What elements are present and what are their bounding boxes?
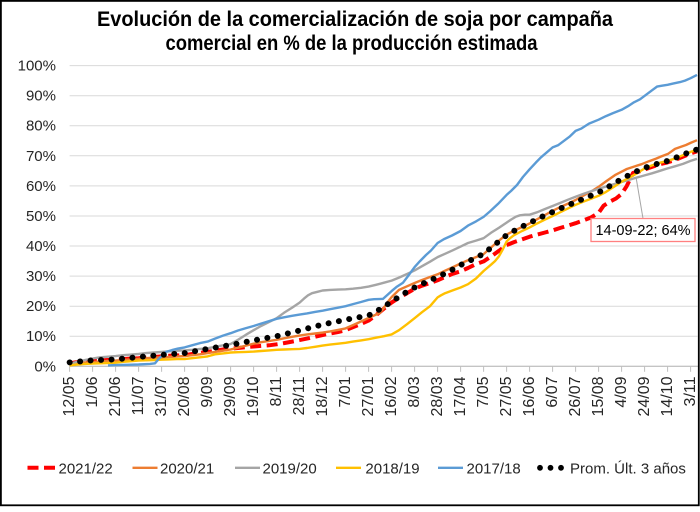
svg-text:0%: 0% xyxy=(34,358,56,375)
svg-text:14-09-22; 64%: 14-09-22; 64% xyxy=(595,223,690,239)
svg-text:27/05: 27/05 xyxy=(498,376,515,416)
svg-text:28/11: 28/11 xyxy=(291,376,308,415)
svg-text:1/06: 1/06 xyxy=(84,376,101,407)
svg-text:28/03: 28/03 xyxy=(429,376,446,416)
svg-text:2020/21: 2020/21 xyxy=(160,460,214,477)
svg-text:26/07: 26/07 xyxy=(567,376,584,416)
svg-text:12/05: 12/05 xyxy=(61,376,78,416)
svg-text:29/09: 29/09 xyxy=(222,376,239,416)
svg-text:30%: 30% xyxy=(26,268,56,285)
svg-text:8/11: 8/11 xyxy=(268,376,285,406)
svg-text:80%: 80% xyxy=(26,118,56,135)
svg-text:50%: 50% xyxy=(26,208,56,225)
svg-text:2021/22: 2021/22 xyxy=(59,460,113,477)
svg-text:20%: 20% xyxy=(26,298,56,315)
svg-text:Evolución de la comercializaci: Evolución de la comercialización de soja… xyxy=(97,8,613,31)
svg-text:90%: 90% xyxy=(26,88,56,105)
svg-text:18/12: 18/12 xyxy=(314,376,331,416)
svg-text:60%: 60% xyxy=(26,178,56,195)
svg-text:Prom. Últ. 3 años: Prom. Últ. 3 años xyxy=(570,460,686,477)
svg-text:2018/19: 2018/19 xyxy=(365,460,419,477)
svg-text:8/03: 8/03 xyxy=(406,376,423,407)
svg-text:27/01: 27/01 xyxy=(360,376,377,416)
svg-text:2017/18: 2017/18 xyxy=(467,460,521,477)
svg-text:comercial en % de la producció: comercial en % de la producción estimada xyxy=(166,32,538,55)
svg-text:40%: 40% xyxy=(26,238,56,255)
svg-text:15/08: 15/08 xyxy=(590,376,607,416)
svg-text:14/10: 14/10 xyxy=(659,376,676,416)
svg-text:6/07: 6/07 xyxy=(544,376,561,407)
svg-text:9/09: 9/09 xyxy=(199,376,216,407)
svg-text:100%: 100% xyxy=(18,58,56,75)
svg-text:3/11: 3/11 xyxy=(682,376,699,406)
svg-text:10%: 10% xyxy=(26,328,56,345)
svg-text:16/06: 16/06 xyxy=(521,376,538,416)
svg-text:7/05: 7/05 xyxy=(475,376,492,407)
svg-text:7/01: 7/01 xyxy=(337,376,354,407)
svg-text:31/07: 31/07 xyxy=(153,376,170,416)
svg-text:19/10: 19/10 xyxy=(245,376,262,416)
svg-text:16/02: 16/02 xyxy=(383,376,400,416)
svg-text:11/07: 11/07 xyxy=(130,376,147,415)
svg-text:21/06: 21/06 xyxy=(107,376,124,416)
svg-text:17/04: 17/04 xyxy=(452,376,469,416)
svg-text:2019/20: 2019/20 xyxy=(263,460,317,477)
svg-text:4/09: 4/09 xyxy=(613,376,630,407)
svg-text:24/09: 24/09 xyxy=(636,376,653,416)
svg-text:20/08: 20/08 xyxy=(176,376,193,416)
svg-text:70%: 70% xyxy=(26,148,56,165)
